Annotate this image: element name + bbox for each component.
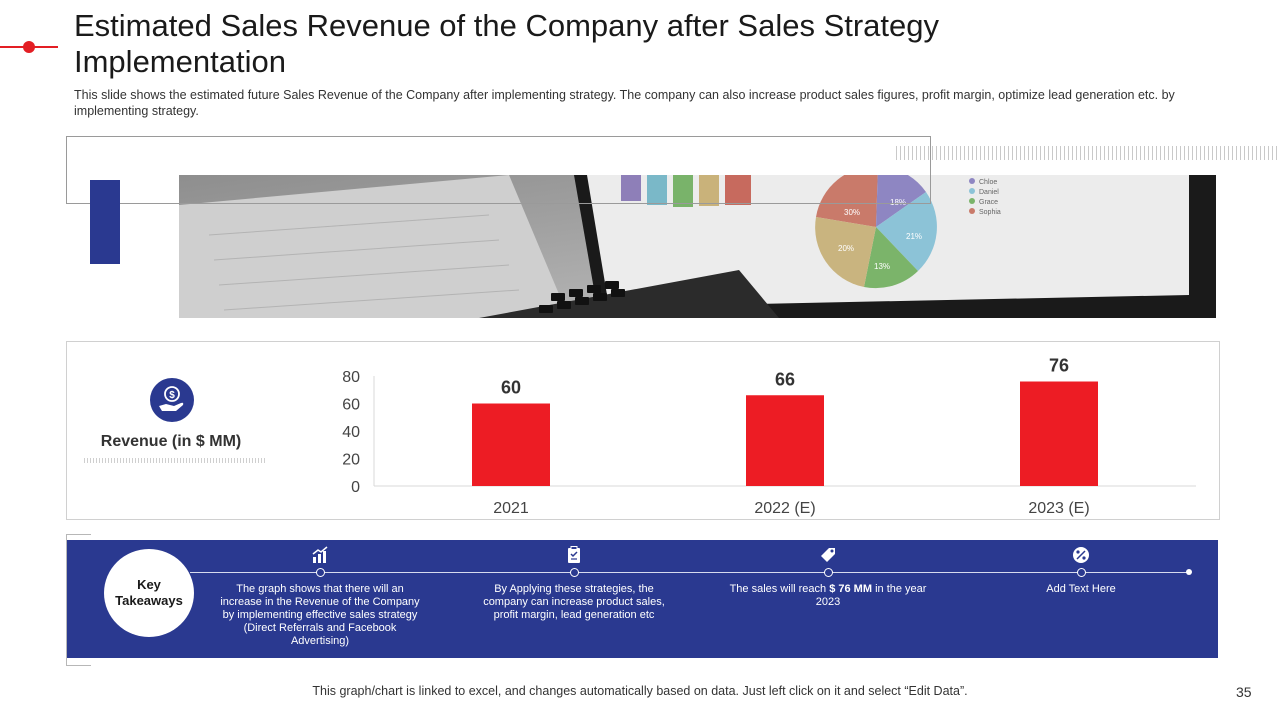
key-takeaways-band <box>66 540 1218 658</box>
band-frame <box>66 534 91 666</box>
timeline-node <box>570 568 579 577</box>
takeaway-text: By Applying these strategies, the compan… <box>483 583 665 621</box>
y-tick-label: 40 <box>342 424 360 441</box>
y-tick-label: 20 <box>342 452 360 469</box>
x-tick-label: 2023 (E) <box>1028 500 1089 517</box>
key-takeaways-heading: Key Takeaways <box>104 549 194 637</box>
laptop-photo: 30% 18% 21% 13% 20% Chloe Daniel Grace S… <box>179 175 1216 318</box>
legend-label: Daniel <box>979 189 999 196</box>
slide-subtitle: This slide shows the estimated future Sa… <box>74 88 1175 118</box>
clipboard-icon <box>564 545 584 565</box>
timeline-node <box>316 568 325 577</box>
metric-underline <box>84 458 266 463</box>
photo-accent-block <box>90 180 120 264</box>
bar <box>746 395 824 486</box>
takeaway-highlight: $ 76 MM <box>829 583 873 595</box>
decorative-hatch <box>896 146 1278 160</box>
data-label: 66 <box>775 369 795 389</box>
pie-label: 21% <box>906 232 922 241</box>
price-tag-icon <box>818 545 838 565</box>
photo-frame <box>66 136 931 204</box>
bar <box>1020 381 1098 486</box>
timeline-node <box>1077 568 1086 577</box>
takeaway-text: The graph shows that there will an incre… <box>220 583 420 647</box>
pie-label: 13% <box>874 262 890 271</box>
legend-label: Sophia <box>979 209 1001 216</box>
growth-chart-icon <box>310 545 330 565</box>
timeline-node <box>824 568 833 577</box>
legend-label: Chloe <box>979 179 997 186</box>
chart-panel <box>66 341 1220 520</box>
data-label: 76 <box>1049 356 1069 376</box>
metric-label: Revenue (in $ MM) <box>100 433 242 450</box>
percent-badge-icon <box>1071 545 1091 565</box>
key-takeaways-label: Key Takeaways <box>115 577 183 608</box>
takeaway-text-part: in the year 2023 <box>815 583 927 608</box>
pie-label: 18% <box>890 198 906 207</box>
takeaways-timeline <box>190 572 1190 573</box>
x-tick-label: 2021 <box>493 500 529 517</box>
dollar-hand-icon: $ <box>150 378 194 422</box>
pie-label: 20% <box>838 244 854 253</box>
legend-label: Grace <box>979 199 998 206</box>
takeaway-text-part: The sales will reach <box>729 583 830 595</box>
title-accent-dot <box>23 41 35 53</box>
data-label: 60 <box>501 378 521 398</box>
pie-label: 30% <box>844 208 860 217</box>
takeaway-text: Add Text Here <box>1046 583 1116 595</box>
footer-note: This graph/chart is linked to excel, and… <box>312 684 968 698</box>
svg-text:$: $ <box>169 390 175 401</box>
bar <box>472 403 550 486</box>
x-tick-label: 2022 (E) <box>754 500 815 517</box>
revenue-bar-chart: 0 20 40 60 80 60 2021 66 2022 (E) 76 2023 (E) <box>342 356 1196 517</box>
takeaway-text: The sales will reach $ 76 MM in the year… <box>728 583 928 609</box>
page-number: 35 <box>1236 684 1252 700</box>
slide-title: Estimated Sales Revenue of the Company a… <box>74 8 940 79</box>
y-tick-label: 0 <box>351 479 360 496</box>
y-tick-label: 80 <box>342 369 360 386</box>
y-tick-label: 60 <box>342 397 360 414</box>
timeline-end-dot <box>1186 569 1192 575</box>
